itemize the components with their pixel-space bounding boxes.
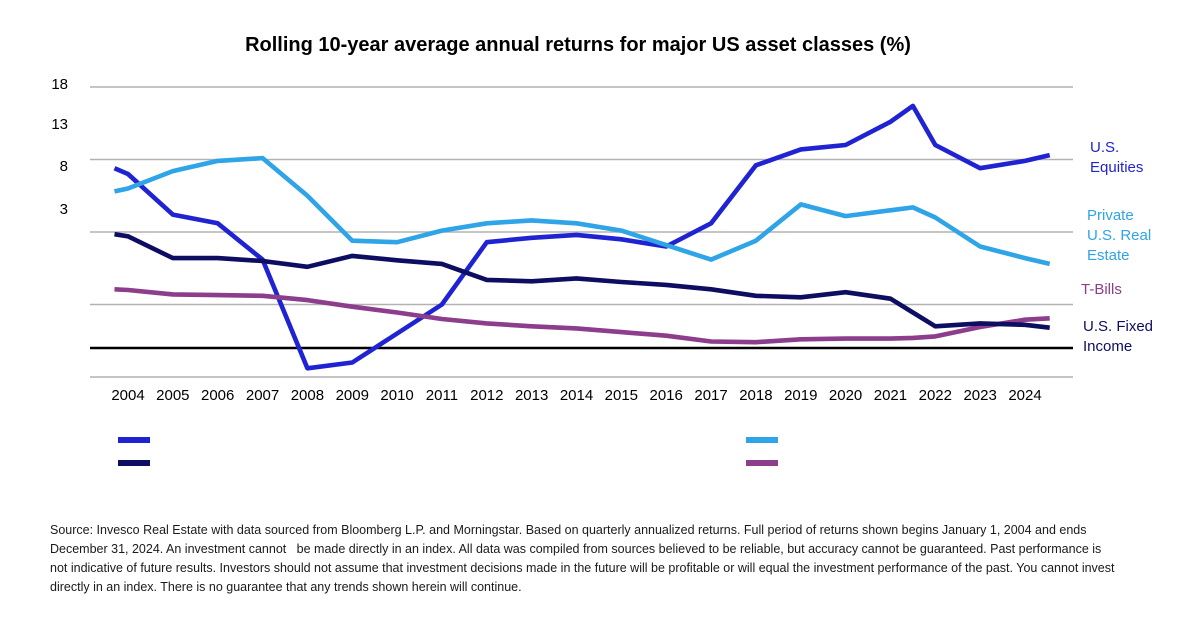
series-label-line: Equities [1090,159,1144,176]
x-tick-label: 2018 [739,387,773,404]
x-tick-label: 2020 [828,387,863,404]
series-label-private-u-s-real-estate: Private U.S. Real Estate [1087,206,1151,266]
x-tick-label: 2007 [245,387,280,404]
x-tick-label: 2017 [694,387,728,404]
series-label-line: Private [1087,207,1134,224]
series-label-line: U.S. Fixed [1083,318,1154,335]
series-label-u-s-equities: U.S. Equities [1090,138,1143,178]
y-tick-label: 13 [51,116,68,133]
source-text-line: directly in an index. There is no guaran… [50,580,522,594]
x-tick-label: 2005 [156,387,190,404]
y-tick-label: 3 [59,201,68,218]
source-text-line: Source: Invesco Real Estate with data so… [50,523,1087,537]
x-tick-label: 2016 [649,387,683,404]
x-tick-label: 2021 [873,387,908,404]
legend-key-private-u-s-real-estate [746,437,778,443]
source-text-line: December 31, 2024. An investment cannot … [50,542,1102,556]
series-label-line: Income [1083,338,1133,355]
line-u-s-equities [113,103,1051,371]
x-tick-label: 2023 [963,387,997,404]
y-tick-label: 8 [59,158,68,175]
x-tick-label: 2009 [335,387,369,404]
series-label-t-bills: T-Bills [1081,280,1122,300]
x-tick-label: 2013 [514,387,549,404]
x-tick-label: 2014 [559,387,594,404]
x-tick-label: 2012 [470,387,504,404]
x-tick-label: 2015 [604,387,639,404]
x-tick-label: 2008 [290,387,325,404]
series-label-line: T-Bills [1081,281,1122,298]
series-label-line: U.S. [1090,139,1120,156]
x-tick-label: 2004 [111,387,145,404]
line-private-u-s-real-estate [114,155,1051,267]
series-label-line: U.S. Real [1087,227,1152,244]
x-tick-label: 2006 [201,387,235,404]
x-tick-label: 2022 [918,387,952,404]
x-tick-label: 2011 [425,387,459,404]
legend-key-u-s-equities [118,437,150,443]
x-tick-label: 2024 [1008,387,1042,404]
line-u-s-fixed-income [114,231,1050,330]
x-tick-label: 2010 [380,387,414,404]
y-tick-label: 18 [51,76,68,93]
x-tick-label: 2019 [784,387,818,404]
chart-title: Rolling 10-year average annual returns f… [245,34,911,56]
series-label-line: Estate [1087,247,1130,264]
series-label-u-s-fixed-income: U.S. Fixed Income [1083,317,1153,357]
legend-key-t-bills [746,460,778,466]
line-t-bills [114,287,1050,345]
legend-key-u-s-fixed-income [118,460,150,466]
source-text-line: not indicative of future results. Invest… [50,561,1115,575]
